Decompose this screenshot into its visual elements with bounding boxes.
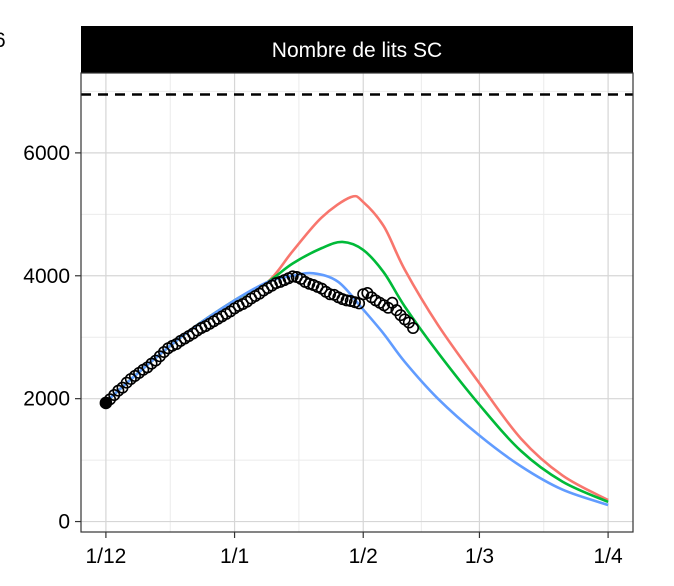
y-tick-label: 4000: [23, 265, 70, 288]
cropped-left-fragment: 6: [0, 29, 6, 52]
y-tick-label: 2000: [23, 388, 70, 411]
x-tick-label: 1/4: [593, 545, 623, 568]
x-tick-label: 1/12: [85, 545, 126, 568]
series-line-3: [105, 271, 609, 507]
observed-point: [324, 288, 337, 301]
grid-minor: [81, 73, 633, 532]
strip-background: [81, 26, 633, 73]
series-lines: [105, 194, 609, 507]
x-axis: 1/12 1/1 1/2 1/3 1/4: [85, 532, 623, 568]
y-tick-label: 0: [58, 511, 70, 534]
chart-title: Nombre de lits SC: [272, 39, 442, 62]
x-tick-label: 1/1: [220, 545, 249, 568]
y-axis: 0 2000 4000 6000: [23, 142, 81, 534]
observed-points: [99, 270, 420, 410]
plot-panel-border: [80, 72, 634, 533]
observed-point: [286, 270, 299, 283]
grid-major: [81, 73, 633, 532]
observed-point: [407, 321, 420, 334]
x-tick-label: 1/3: [465, 545, 494, 568]
observed-point: [340, 294, 353, 307]
x-tick-label: 1/2: [349, 545, 378, 568]
y-tick-label: 6000: [23, 142, 70, 165]
